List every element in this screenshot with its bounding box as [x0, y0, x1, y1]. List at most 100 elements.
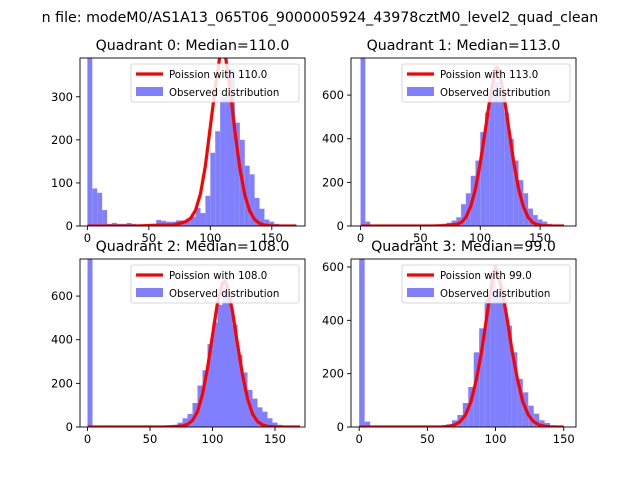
quadrant-0-hist-bar — [156, 219, 162, 226]
quadrant-0-hist-bar — [185, 218, 191, 226]
quadrant-2-xtick-label: 100 — [202, 432, 224, 446]
quadrant-0-hist-bar — [87, 58, 93, 226]
quadrant-0-xtick-label: 0 — [84, 231, 91, 245]
quadrant-0-ytick-label: 200 — [51, 133, 73, 147]
quadrant-3-ytick-label: 200 — [322, 367, 344, 381]
quadrant-2-xtick-label: 0 — [84, 432, 91, 446]
quadrant-3-ytick-label: 0 — [337, 420, 344, 434]
quadrant-2-legend-poisson-label: Poission with 108.0 — [169, 271, 267, 282]
quadrant-3-hist-bar — [359, 259, 365, 427]
quadrant-0-hist-bar — [254, 198, 260, 226]
quadrant-0-ytick-label: 300 — [51, 90, 73, 104]
quadrant-3-hist-bar — [533, 413, 540, 427]
quadrant-1-hist-bar — [360, 58, 366, 226]
quadrant-0-frame — [79, 57, 306, 227]
quadrant-3-hist-bar — [479, 328, 485, 427]
quadrant-1-frame — [350, 57, 577, 227]
quadrant-2-hist-bar — [212, 322, 218, 427]
quadrant-3-frame — [350, 258, 577, 428]
quadrant-3-xtick-label: 0 — [356, 432, 363, 446]
quadrant-1-hist-bar — [494, 82, 500, 226]
quadrant-1-ytick-label: 200 — [322, 175, 344, 189]
quadrant-3-hist-bar — [517, 379, 523, 427]
quadrant-3-hist-bar — [468, 387, 474, 427]
quadrant-3-xtick-label: 150 — [553, 432, 575, 446]
quadrant-1-xtick-label: 0 — [357, 231, 364, 245]
quadrant-2-hist-bar — [87, 259, 93, 427]
quadrant-1-ytick-label: 0 — [337, 219, 344, 233]
quadrant-2-legend-box — [130, 264, 300, 304]
quadrant-1-hist-bar — [485, 112, 490, 226]
quadrant-3-legend-box — [401, 264, 571, 304]
quadrant-0-hist-bar — [215, 131, 221, 226]
quadrant-2-ytick-label: 200 — [51, 376, 73, 390]
quadrant-1-legend-observed-swatch — [407, 87, 434, 96]
quadrant-3-hist-bar — [490, 277, 496, 427]
quadrant-3-hist-bar — [484, 299, 491, 427]
quadrant-3-legend-observed-swatch — [407, 288, 434, 297]
quadrant-2-hist-bar — [182, 418, 188, 427]
quadrant-1-ytick-label: 400 — [322, 132, 344, 146]
quadrant-3-ytick-label: 600 — [322, 260, 344, 274]
quadrant-1-hist-bar — [480, 132, 486, 226]
quadrant-3-legend-observed-label: Observed distribution — [440, 289, 550, 300]
quadrant-2-hist-bar — [242, 372, 248, 427]
quadrant-3-hist-bar — [511, 352, 518, 427]
quadrant-1-hist-bar — [456, 217, 462, 226]
quadrant-2-frame — [79, 258, 306, 428]
quadrant-2-legend: Poission with 108.0 Observed distribution — [130, 264, 300, 304]
quadrant-0-hist-bar — [244, 165, 250, 226]
quadrant-3-xtick-label: 50 — [420, 432, 435, 446]
quadrant-0-legend-observed-swatch — [136, 87, 163, 96]
quadrant-3-legend: Poission with 99.0 Observed distribution — [401, 264, 571, 304]
quadrant-2-hist-bar — [262, 411, 268, 427]
quadrant-1-hist-bar — [537, 219, 543, 226]
figure-suptitle: n file: modeM0/AS1A13_065T06_9000005924_… — [42, 10, 599, 26]
quadrant-0-hist-bar — [161, 220, 167, 226]
quadrant-2-ytick-label: 400 — [51, 333, 73, 347]
quadrant-1-histogram — [360, 58, 567, 226]
quadrant-3-hist-bar — [501, 299, 507, 427]
quadrant-0-ytick-label: 0 — [66, 219, 73, 233]
quadrant-0-legend: Poission with 110.0 Observed distribution — [130, 63, 300, 103]
quadrant-2-hist-bar — [257, 407, 263, 427]
quadrant-1-hist-bar — [532, 215, 538, 226]
quadrant-2-axes: 0 50 100 150 0 200 400 600 Quadrant 2: Median=10… — [51, 239, 306, 446]
quadrant-3-xtick-label: 100 — [485, 432, 507, 446]
quadrant-2-hist-bar — [237, 355, 243, 427]
quadrant-1-hist-bar — [528, 208, 533, 226]
quadrant-3-hist-bar — [539, 420, 545, 427]
quadrant-3-title: Quadrant 3: Median=99.0 — [371, 239, 556, 255]
quadrant-1-hist-bar — [365, 221, 371, 226]
quadrant-1-hist-bar — [461, 204, 466, 226]
quadrant-1-legend-observed-label: Observed distribution — [440, 88, 550, 99]
quadrant-3-hist-bar — [495, 291, 501, 427]
quadrant-2-hist-bar — [222, 291, 228, 427]
quadrant-2-legend-observed-label: Observed distribution — [169, 289, 279, 300]
quadrant-2-hist-bar — [232, 324, 238, 427]
quadrant-0-legend-observed-label: Observed distribution — [169, 88, 279, 99]
quadrant-1-hist-bar — [513, 160, 519, 226]
quadrant-0-poisson-line — [87, 58, 297, 226]
quadrant-0-hist-bar — [195, 207, 201, 226]
quadrant-0-axes: 0 50 100 150 0 100 200 300 Quadrant 0: Median=11… — [51, 38, 306, 245]
quadrant-1-legend-box — [401, 63, 571, 103]
quadrant-3-axes: 0 50 100 150 0 200 400 600 Quadrant 3: Median=99… — [322, 239, 577, 446]
quadrant-0-xtick-label: 100 — [199, 231, 221, 245]
quadrant-1-hist-bar — [499, 95, 505, 226]
quadrant-0-histogram — [87, 58, 294, 226]
quadrant-2-hist-bar — [227, 296, 233, 427]
quadrant-2-hist-bar — [267, 418, 273, 427]
quadrant-2-title: Quadrant 2: Median=108.0 — [96, 239, 290, 255]
quadrant-0-hist-bar — [269, 221, 275, 226]
quadrant-2-xtick-label: 50 — [143, 432, 158, 446]
quadrant-2-hist-bar — [272, 422, 278, 427]
quadrant-0-hist-bar — [190, 216, 196, 226]
quadrant-1-hist-bar — [489, 90, 495, 226]
quadrant-3-legend-poisson-label: Poission with 99.0 — [440, 271, 532, 282]
quadrant-0-ytick-label: 100 — [51, 176, 73, 190]
quadrant-1-hist-bar — [475, 160, 481, 226]
quadrant-2-hist-bar — [217, 304, 223, 427]
quadrant-2-xtick-label: 150 — [264, 432, 286, 446]
